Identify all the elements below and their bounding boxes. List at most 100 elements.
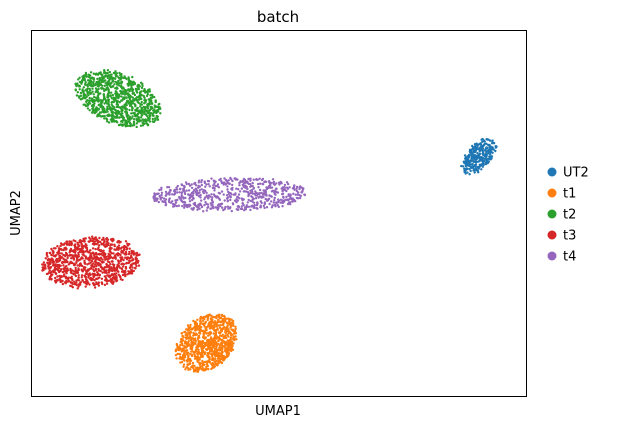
scatter-point: [281, 188, 284, 191]
scatter-point: [129, 123, 132, 126]
scatter-point: [242, 204, 245, 207]
scatter-point: [144, 101, 147, 104]
scatter-point: [124, 274, 127, 278]
scatter-point: [127, 88, 130, 91]
scatter-point: [54, 263, 57, 266]
scatter-point: [193, 333, 196, 337]
scatter-point: [137, 264, 141, 267]
scatter-point: [160, 186, 163, 189]
scatter-point: [83, 77, 86, 80]
scatter-point: [217, 206, 220, 209]
scatter-point: [293, 198, 296, 202]
scatter-point: [168, 197, 171, 200]
scatter-point: [246, 187, 249, 191]
scatter-point: [240, 205, 243, 208]
scatter-point: [103, 275, 107, 278]
scatter-point: [187, 182, 191, 186]
scatter-point: [290, 198, 294, 201]
scatter-point: [242, 182, 246, 185]
scatter-point: [188, 197, 191, 200]
scatter-point: [107, 89, 111, 92]
scatter-point: [117, 79, 120, 83]
scatter-point: [195, 322, 198, 325]
scatter-point: [191, 327, 194, 330]
scatter-point: [203, 336, 206, 339]
scatter-point: [79, 94, 83, 98]
scatter-point: [482, 143, 486, 147]
scatter-point: [86, 263, 89, 266]
scatter-point: [188, 184, 192, 187]
scatter-point: [101, 114, 105, 118]
scatter-point: [121, 265, 125, 268]
scatter-point: [128, 81, 131, 84]
scatter-point: [182, 363, 186, 366]
scatter-point: [57, 259, 60, 263]
scatter-point: [214, 329, 218, 332]
scatter-point: [145, 94, 149, 98]
scatter-point: [200, 329, 203, 333]
scatter-point: [264, 180, 267, 183]
scatter-point: [92, 83, 95, 87]
scatter-point: [110, 269, 113, 272]
scatter-point: [106, 95, 110, 99]
scatter-point: [219, 360, 222, 364]
scatter-point: [131, 115, 134, 118]
scatter-point: [95, 80, 98, 84]
scatter-point: [135, 254, 138, 257]
scatter-point: [89, 261, 93, 264]
scatter-point: [44, 267, 47, 270]
scatter-point: [480, 146, 484, 150]
scatter-point: [140, 100, 143, 104]
scatter-point: [475, 157, 479, 160]
scatter-point: [175, 204, 179, 208]
scatter-point: [222, 181, 225, 184]
scatter-point: [204, 368, 207, 371]
scatter-point: [188, 326, 191, 329]
scatter-point: [102, 87, 106, 91]
scatter-point: [102, 97, 106, 101]
scatter-point: [75, 260, 78, 263]
scatter-point: [89, 267, 93, 270]
scatter-point: [131, 96, 134, 99]
scatter-point: [202, 210, 205, 213]
scatter-point: [180, 360, 184, 364]
scatter-point: [472, 159, 475, 162]
scatter-point: [249, 177, 252, 180]
scatter-point: [93, 111, 97, 115]
scatter-point: [206, 318, 209, 322]
scatter-point: [293, 188, 296, 191]
scatter-point: [160, 191, 164, 194]
scatter-point: [261, 182, 264, 186]
scatter-point: [108, 91, 111, 95]
scatter-point: [202, 191, 205, 195]
scatter-point: [230, 321, 234, 325]
scatter-point: [77, 253, 80, 256]
scatter-point: [123, 247, 126, 251]
scatter-point: [135, 117, 138, 121]
scatter-point: [215, 345, 218, 348]
scatter-point: [105, 282, 109, 285]
scatter-point: [107, 242, 110, 245]
scatter-point: [65, 277, 68, 280]
scatter-points-layer: [41, 69, 498, 373]
scatter-point: [75, 279, 78, 282]
scatter-point: [244, 186, 247, 189]
scatter-point: [173, 190, 177, 193]
scatter-point: [208, 323, 212, 327]
scatter-point: [59, 264, 62, 267]
scatter-point: [143, 88, 146, 91]
scatter-point: [160, 193, 163, 197]
scatter-point: [478, 159, 482, 162]
scatter-point: [481, 137, 484, 141]
scatter-point: [282, 196, 285, 199]
scatter-point: [226, 205, 229, 208]
scatter-point: [469, 169, 472, 173]
scatter-point: [222, 336, 225, 339]
scatter-point: [125, 111, 129, 115]
scatter-point: [479, 148, 482, 151]
scatter-point: [199, 193, 202, 197]
scatter-point: [153, 117, 157, 120]
scatter-point: [194, 329, 197, 332]
scatter-point: [470, 166, 473, 170]
scatter-point: [88, 83, 91, 87]
